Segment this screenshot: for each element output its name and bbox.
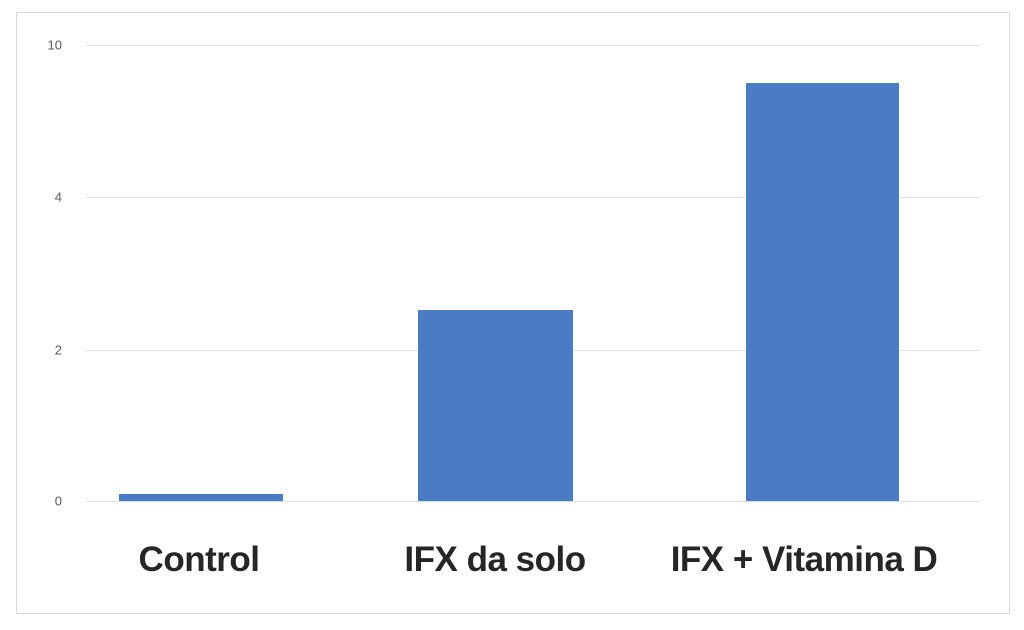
x-category-label: IFX da solo — [404, 540, 586, 579]
gridline-4 — [86, 197, 979, 198]
y-tick-label: 0 — [54, 493, 62, 509]
y-tick-label: 4 — [54, 189, 62, 205]
bar-ifx-da-solo — [418, 310, 573, 501]
bar-ifx-vitamina-d — [746, 83, 899, 501]
x-category-label: IFX + Vitamina D — [670, 540, 938, 579]
gridline-10 — [86, 45, 979, 46]
bar-control — [119, 494, 283, 501]
y-tick-label: 10 — [47, 37, 62, 53]
gridline-0 — [86, 501, 979, 502]
y-tick-label: 2 — [54, 342, 62, 358]
x-category-label: Control — [138, 540, 260, 579]
